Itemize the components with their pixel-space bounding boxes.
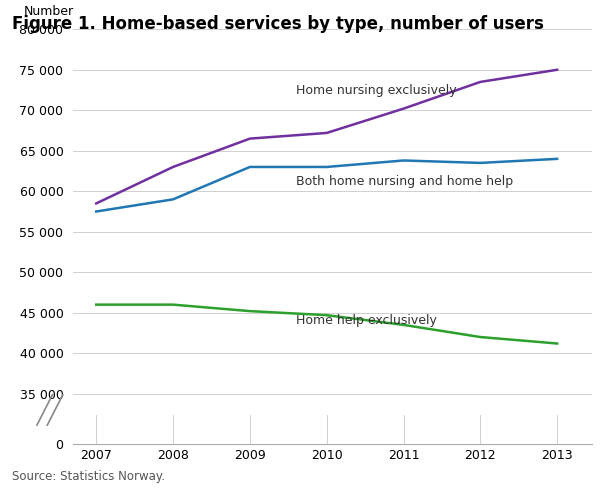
Text: Source: Statistics Norway.: Source: Statistics Norway.: [12, 470, 165, 483]
Text: Home help exclusively: Home help exclusively: [296, 314, 437, 327]
Text: Home nursing exclusively: Home nursing exclusively: [296, 83, 457, 97]
Y-axis label: Number: Number: [24, 5, 74, 18]
Text: Both home nursing and home help: Both home nursing and home help: [296, 175, 513, 188]
Text: Figure 1. Home-based services by type, number of users: Figure 1. Home-based services by type, n…: [12, 15, 544, 33]
